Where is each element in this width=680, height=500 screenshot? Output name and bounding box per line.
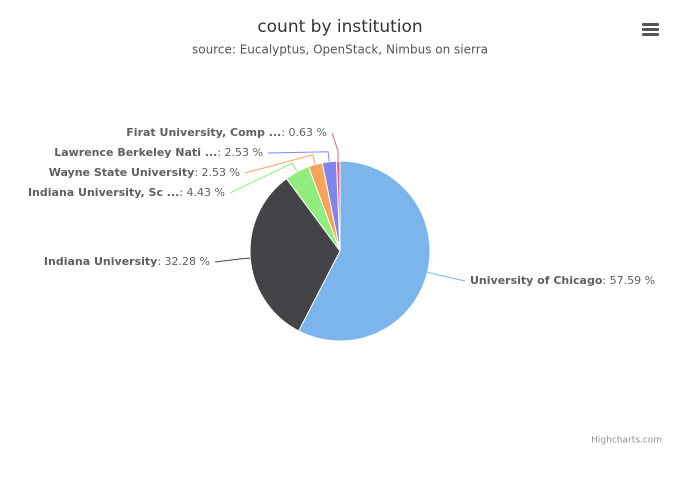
data-label: Wayne State University: 2.53 % (49, 166, 240, 179)
menu-icon-bar[interactable] (642, 28, 659, 31)
label-name: Indiana University, Sc ... (28, 186, 179, 199)
pie-slice (249, 177, 341, 332)
chart-title: count by institution (257, 17, 422, 37)
label-value: : 57.59 % (602, 274, 655, 287)
data-label: University of Chicago: 57.59 % (470, 274, 655, 287)
label-name: University of Chicago (470, 274, 603, 287)
label-value: : 32.28 % (157, 255, 210, 268)
connector (244, 154, 316, 174)
menu-icon-bar[interactable] (642, 33, 659, 36)
connector (331, 132, 339, 162)
pie-slice (335, 160, 341, 252)
label-value: : 4.43 % (179, 186, 225, 199)
menu-icon-bar[interactable] (642, 23, 659, 26)
label-value: : 0.63 % (281, 126, 327, 139)
data-label: Indiana University, Sc ...: 4.43 % (28, 186, 225, 199)
label-name: Wayne State University (49, 166, 195, 179)
connector (229, 162, 298, 194)
label-name: Firat University, Comp ... (126, 126, 281, 139)
label-name: Lawrence Berkeley Nati ... (54, 146, 217, 159)
connector (267, 151, 330, 162)
chart-subtitle: source: Eucalyptus, OpenStack, Nimbus on… (192, 43, 488, 57)
label-value: : 2.53 % (194, 166, 240, 179)
data-label: Firat University, Comp ...: 0.63 % (126, 126, 327, 139)
connector (427, 271, 466, 282)
data-label: Indiana University: 32.28 % (44, 255, 210, 268)
label-name: Indiana University (44, 255, 157, 268)
connector (214, 257, 251, 263)
menu-button[interactable] (636, 16, 666, 44)
data-label: Lawrence Berkeley Nati ...: 2.53 % (54, 146, 263, 159)
credits[interactable]: Highcharts.com (591, 436, 662, 446)
label-value: : 2.53 % (217, 146, 263, 159)
